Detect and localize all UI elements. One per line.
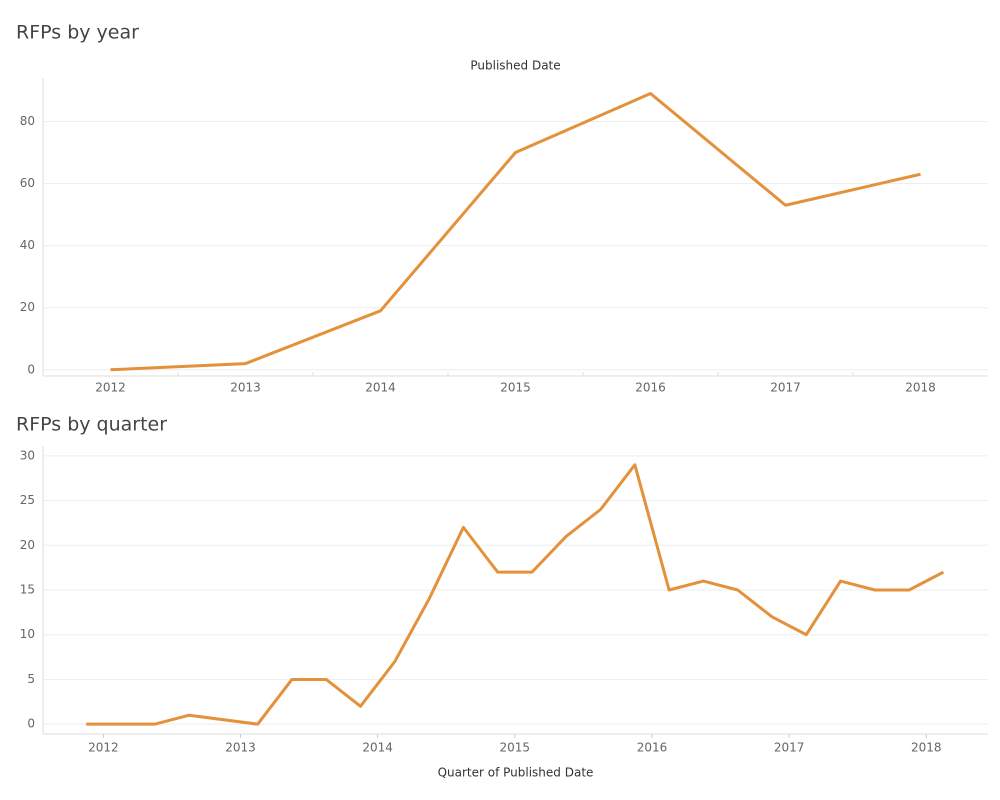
chart-title: RFPs by year: [16, 22, 139, 44]
line-series: [86, 463, 945, 726]
y-tick-label: 5: [27, 672, 35, 686]
y-tick-label: 60: [20, 176, 35, 190]
x-tick-label: 2013: [230, 381, 261, 395]
x-tick-label: 2014: [365, 381, 396, 395]
x-tick-label: 2015: [500, 741, 531, 755]
x-tick-label: 2014: [362, 741, 393, 755]
x-tick-label: 2012: [88, 741, 119, 755]
y-tick-label: 20: [20, 300, 35, 314]
x-tick-label: 2017: [770, 381, 801, 395]
y-tick-label: 40: [20, 238, 35, 252]
y-tick-label: 0: [27, 717, 35, 731]
x-tick-label: 2016: [635, 381, 666, 395]
axis-title: Published Date: [470, 59, 560, 73]
y-tick-label: 15: [20, 583, 35, 597]
x-tick-label: 2018: [911, 741, 942, 755]
axis-title: Quarter of Published Date: [438, 766, 594, 780]
line-series: [110, 92, 921, 372]
x-tick-label: 2012: [95, 381, 126, 395]
y-tick-label: 10: [20, 627, 35, 641]
y-tick-label: 80: [20, 114, 35, 128]
x-tick-label: 2017: [774, 741, 805, 755]
x-tick-label: 2018: [905, 381, 936, 395]
x-tick-label: 2016: [637, 741, 668, 755]
chart-title: RFPs by quarter: [16, 414, 167, 436]
x-tick-label: 2015: [500, 381, 531, 395]
x-tick-label: 2013: [225, 741, 256, 755]
y-tick-label: 25: [20, 493, 35, 507]
y-tick-label: 20: [20, 538, 35, 552]
y-tick-label: 30: [20, 448, 35, 462]
y-tick-label: 0: [27, 362, 35, 376]
